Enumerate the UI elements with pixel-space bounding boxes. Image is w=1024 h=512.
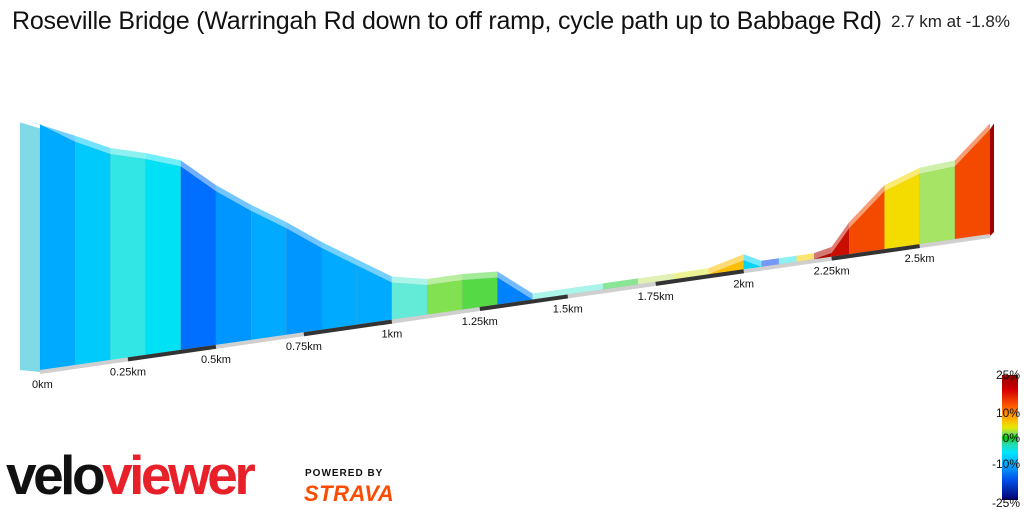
profile-surface (321, 241, 357, 266)
profile-surface (356, 259, 392, 283)
powered-by-label: POWERED BY (305, 468, 384, 479)
profile-surface (849, 185, 885, 229)
profile-segment (250, 210, 287, 343)
profile-surface (673, 268, 709, 280)
x-tick-label: 1.75km (638, 291, 674, 303)
profile-surface (919, 160, 955, 174)
profile-surface (427, 274, 463, 285)
profile-segment (39, 123, 76, 373)
segment-title: Roseville Bridge (Warringah Rd down to o… (12, 7, 882, 35)
x-tick-label: 0.5km (201, 354, 231, 366)
x-tick-label: 2.25km (814, 266, 850, 278)
profile-surface (75, 135, 111, 155)
profile-segment (74, 141, 111, 368)
x-tick-label: 0.25km (110, 366, 146, 378)
distance-band (127, 344, 217, 362)
profile-surface (638, 273, 674, 285)
profile-segment (215, 190, 252, 348)
profile-surface (761, 258, 779, 267)
x-tick-label: 2km (733, 278, 754, 290)
profile-end-face (990, 123, 994, 236)
profile-surface (145, 152, 181, 167)
profile-surface (954, 123, 990, 167)
distance-band (303, 319, 393, 337)
veloviewer-logo: veloviewer (6, 448, 256, 503)
profile-surface (708, 254, 744, 275)
gradient-color-scale (1002, 375, 1018, 500)
profile-surface (462, 271, 498, 281)
profile-surface (110, 148, 146, 159)
profile-surface (286, 222, 322, 248)
profile-surface (743, 254, 762, 267)
profile-segment (919, 166, 956, 247)
profile-segment (110, 153, 146, 363)
logo-velo: velo (6, 444, 106, 506)
x-tick-label: 1.5km (553, 303, 583, 315)
logo-viewer: viewer (102, 444, 256, 506)
profile-surface (391, 276, 428, 285)
x-tick-label: 0km (32, 379, 53, 391)
profile-segment (848, 190, 885, 257)
profile-surface (602, 278, 639, 290)
segment-summary: 2.7 km at -1.8% (890, 12, 1010, 31)
profile-surface (884, 167, 920, 192)
profile-start-face (20, 122, 40, 372)
profile-surface (831, 222, 850, 253)
scale-label-minus10: -10% (991, 457, 1020, 471)
profile-surface (497, 271, 533, 300)
scale-label-min: -25% (991, 496, 1020, 510)
profile-surface (814, 246, 832, 260)
profile-surface (796, 253, 815, 262)
profile-surface (180, 160, 216, 192)
scale-label-10: 10% (995, 406, 1020, 420)
profile-surface (532, 288, 568, 300)
distance-band (655, 269, 744, 286)
profile-surface (215, 185, 252, 211)
strava-logo: STRAVA (304, 481, 395, 506)
profile-surface (778, 255, 797, 265)
profile-segment (145, 158, 182, 358)
profile-surface (567, 283, 603, 295)
profile-segment (180, 165, 217, 353)
x-tick-label: 1.25km (462, 316, 498, 328)
x-tick-label: 2.5km (905, 253, 935, 265)
profile-surface (251, 204, 287, 229)
distance-band (831, 244, 920, 261)
distance-band (479, 294, 569, 312)
scale-label-0: 0% (1002, 431, 1020, 445)
scale-label-max: 25% (995, 368, 1020, 382)
x-tick-label: 1km (381, 329, 402, 341)
x-tick-label: 0.75km (286, 341, 322, 353)
